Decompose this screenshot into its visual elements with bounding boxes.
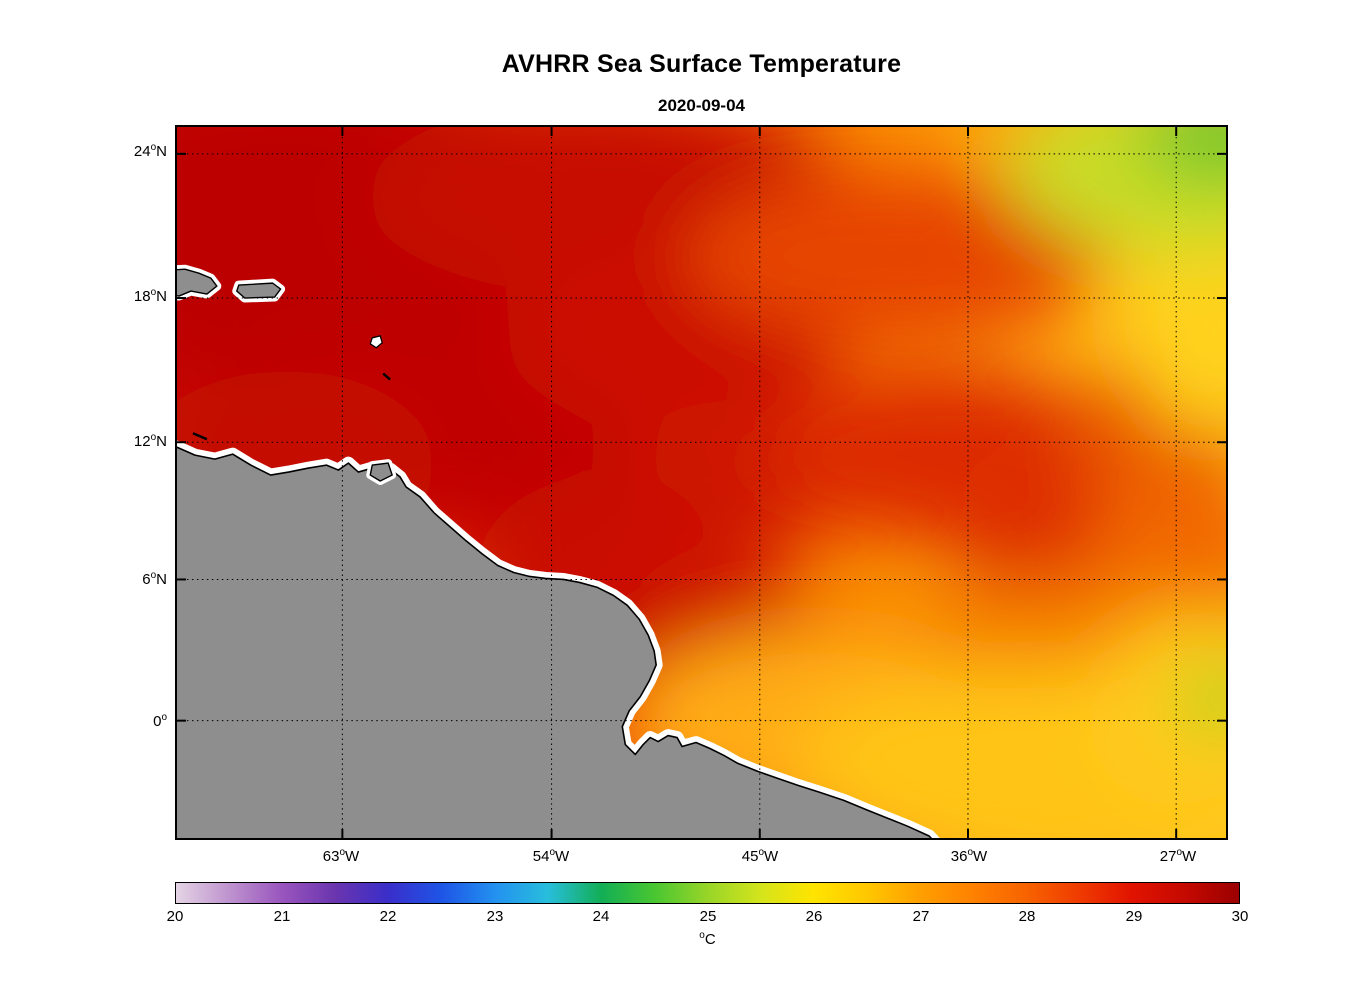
island-martinique — [382, 372, 391, 381]
colorbar-tick-20: 20 — [166, 908, 184, 925]
south-america-land — [177, 446, 933, 838]
map-plot-area — [175, 125, 1228, 840]
x-tick-label-63w: 63oW — [322, 847, 360, 866]
plot-title: AVHRR Sea Surface Temperature — [501, 50, 902, 78]
colorbar-tick-25: 25 — [699, 908, 717, 925]
x-tick-label-54w: 54oW — [532, 847, 570, 866]
colorbar-tick-23: 23 — [486, 908, 504, 925]
y-tick-label-12n: 12oN — [133, 432, 167, 451]
plot-subtitle: 2020-09-04 — [658, 96, 745, 115]
colorbar-tick-26: 26 — [805, 908, 823, 925]
island-offshore-venezuela — [192, 432, 208, 441]
land-mask — [177, 440, 940, 838]
colorbar-tick-24: 24 — [592, 908, 610, 925]
y-tick-label-24n: 24oN — [133, 142, 167, 161]
island-trinidad — [366, 459, 397, 485]
x-tick-label-27w: 27oW — [1159, 847, 1197, 866]
x-tick-label-45w: 45oW — [741, 847, 779, 866]
colorbar-tick-29: 29 — [1125, 908, 1143, 925]
colorbar-tick-22: 22 — [379, 908, 397, 925]
x-tick-label-36w: 36oW — [950, 847, 988, 866]
y-tick-label-0: 0o — [153, 712, 167, 731]
colorbar-tick-28: 28 — [1018, 908, 1036, 925]
sst-map — [177, 127, 1226, 838]
axis-tick-marks — [177, 127, 1226, 838]
island-hispaniola — [177, 264, 222, 301]
colorbar-tick-21: 21 — [273, 908, 291, 925]
island-puerto-rico — [232, 278, 286, 303]
y-tick-label-18n: 18oN — [133, 287, 167, 306]
y-tick-label-6n: 6oN — [142, 570, 167, 589]
island-guadeloupe — [369, 335, 383, 349]
colorbar-tick-30: 30 — [1231, 908, 1249, 925]
colorbar-tick-27: 27 — [912, 908, 930, 925]
grid-lines — [177, 127, 1226, 838]
colorbar-unit-label: oC — [699, 930, 716, 949]
colorbar-gradient — [175, 882, 1240, 904]
